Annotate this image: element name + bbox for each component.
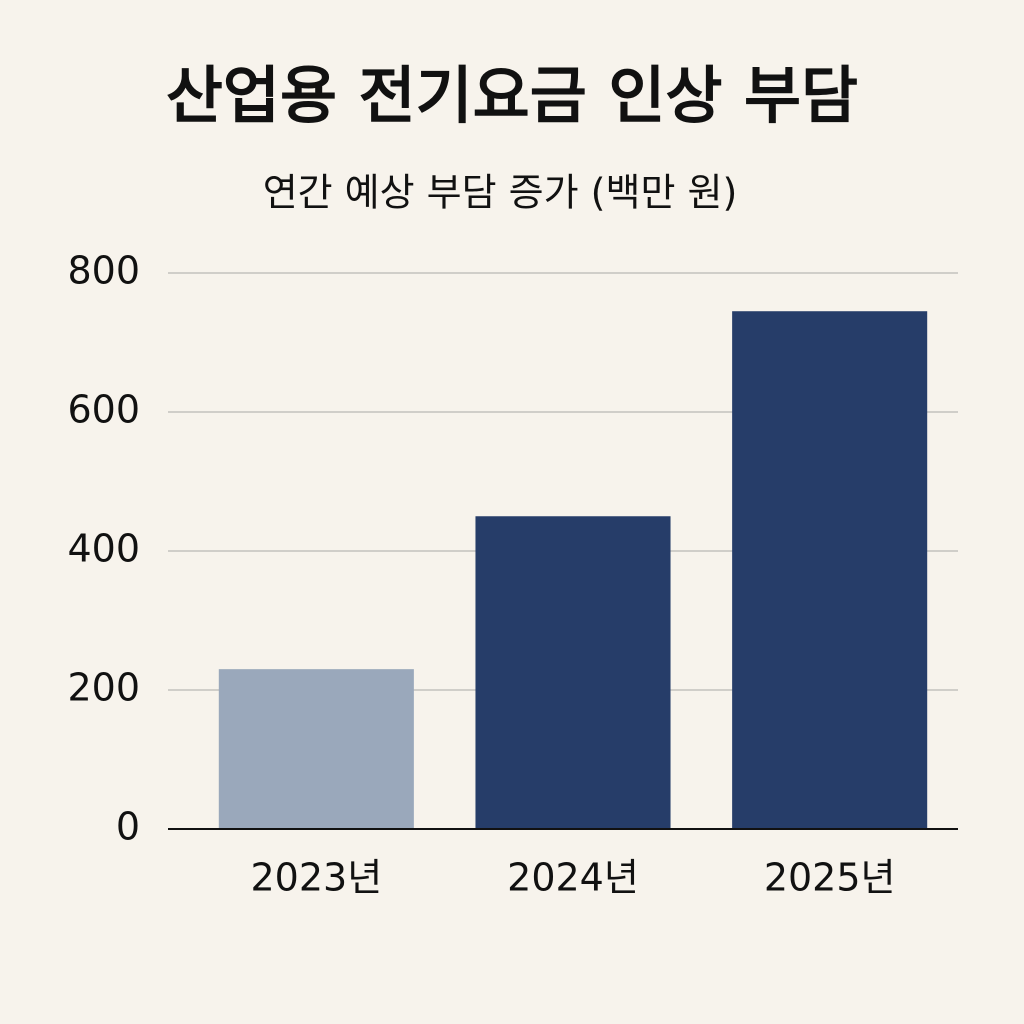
chart-subtitle: 연간 예상 부담 증가 (백만 원) — [263, 171, 738, 215]
x-tick-label: 2025년 — [764, 856, 896, 900]
bar — [732, 311, 928, 830]
y-tick-label: 0 — [116, 805, 140, 849]
y-tick-label: 600 — [67, 388, 140, 432]
bar — [218, 669, 414, 829]
x-tick-label: 2024년 — [507, 856, 639, 900]
y-tick-label: 800 — [67, 249, 140, 293]
bar — [475, 516, 671, 829]
x-tick-label: 2023년 — [250, 856, 382, 900]
y-tick-label: 200 — [67, 666, 140, 710]
chart-title: 산업용 전기요금 인상 부담 — [166, 59, 858, 132]
y-tick-label: 400 — [67, 527, 140, 571]
